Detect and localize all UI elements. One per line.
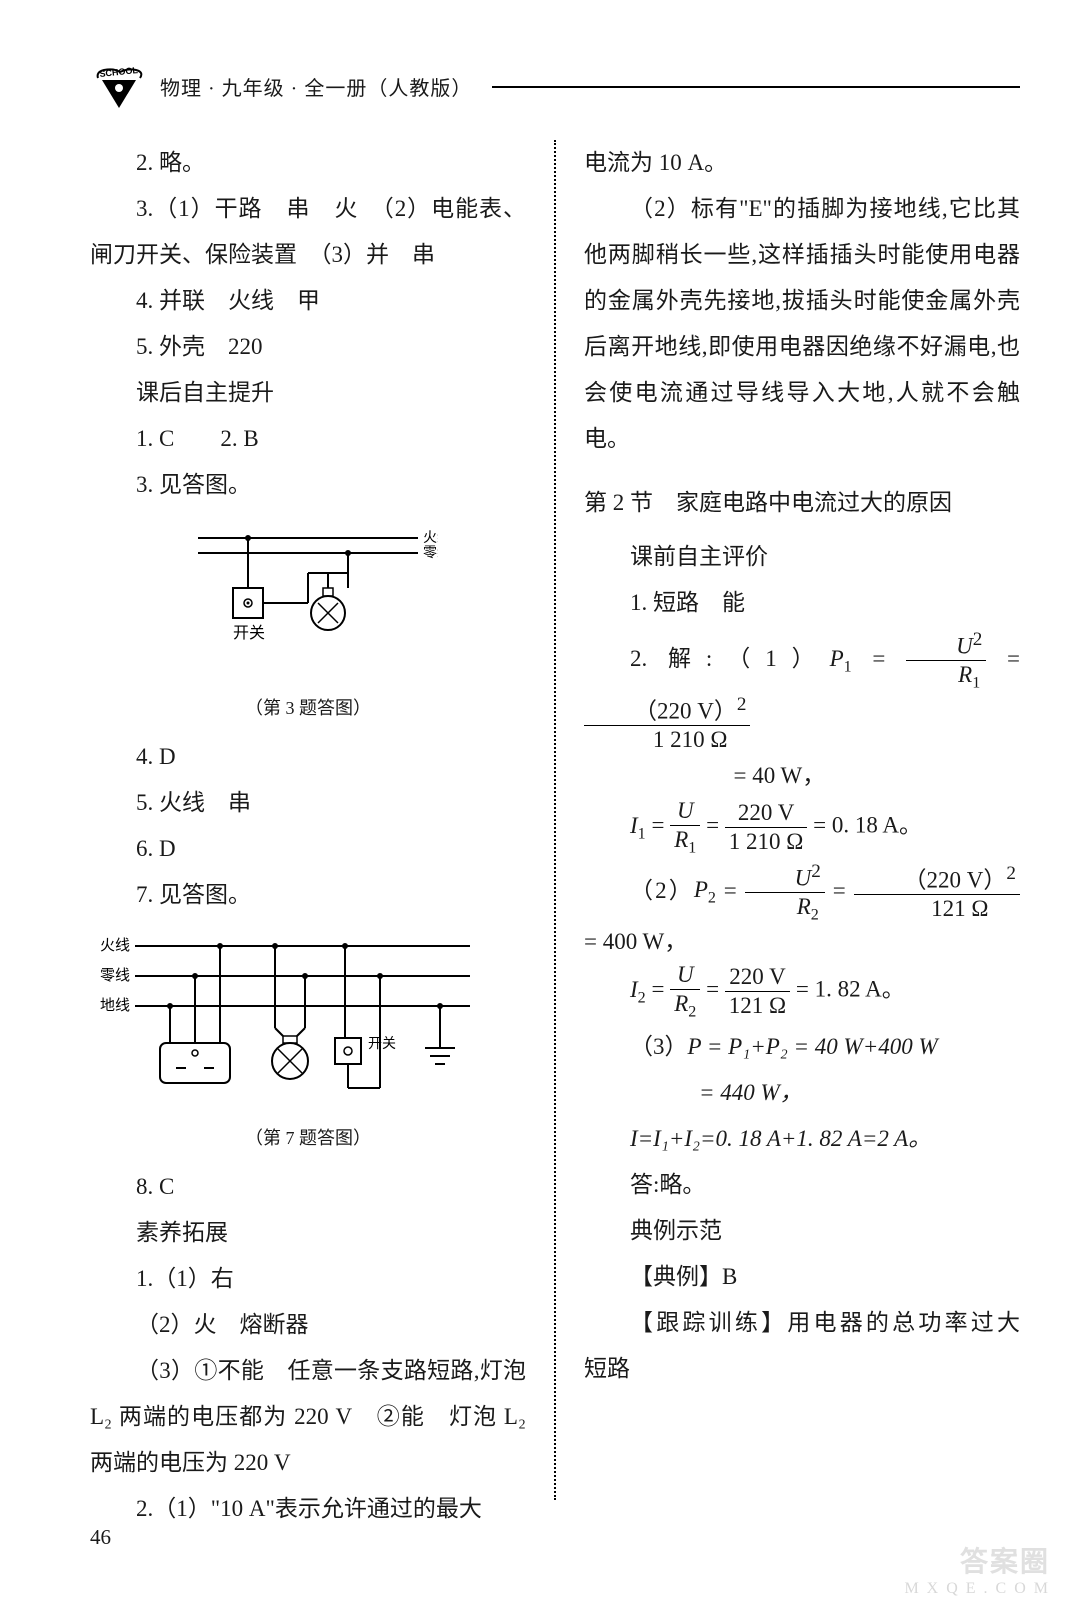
- right-continuation: 电流为 10 A。: [584, 140, 1020, 186]
- eq-i1: I1 = UR1 = 220 V1 210 Ω = 0. 18 A。: [584, 797, 1020, 858]
- figure-3-caption: （第 3 题答图）: [90, 690, 526, 726]
- left-column: 2. 略。 3.（1）干路 串 火 （2）电能表、闸刀开关、保险装置 （3）并 …: [90, 140, 554, 1500]
- header-rule: [492, 86, 1020, 88]
- watermark-url: M X Q E . C O M: [904, 1580, 1050, 1598]
- school-logo-icon: SCHOOL: [90, 60, 148, 112]
- header-title: 物理 · 九年级 · 全一册（人教版）: [160, 72, 472, 101]
- page: SCHOOL 物理 · 九年级 · 全一册（人教版） 2. 略。 3.（1）干路…: [0, 0, 1090, 1600]
- fig7-switch-label: 开关: [368, 1036, 396, 1052]
- figure-7-caption: （第 7 题答图）: [90, 1120, 526, 1156]
- ans-r2: （2）标有"E"的插脚为接地线,它比其他两脚稍长一些,这样插插头时能使用电器的金…: [584, 186, 1020, 462]
- watermark-text: 答案圈: [960, 1540, 1050, 1580]
- right-column: 电流为 10 A。 （2）标有"E"的插脚为接地线,它比其他两脚稍长一些,这样插…: [556, 140, 1020, 1500]
- ans-5: 5. 外壳 220: [90, 324, 526, 370]
- ans-a5: 5. 火线 串: [90, 780, 526, 826]
- ans-a7: 7. 见答图。: [90, 872, 526, 918]
- ans-a3: 3. 见答图。: [90, 462, 526, 508]
- svg-text:SCHOOL: SCHOOL: [99, 65, 139, 79]
- ans-b2: 2.（1）"10 A"表示允许通过的最大: [90, 1486, 526, 1532]
- eq-p2: （2）P2 = U2R2 = （220 V）2121 Ω = 400 W，: [584, 860, 1020, 960]
- fig7-ground-label: 地线: [100, 997, 130, 1014]
- fig7-neutral-label: 零线: [100, 967, 130, 984]
- section-after-class: 课后自主提升: [90, 370, 526, 416]
- ans-b1-1: 1.（1）右: [90, 1256, 526, 1302]
- section-literacy: 素养拓展: [90, 1210, 526, 1256]
- figure-3: 火线 零线 开关: [90, 518, 526, 684]
- ans-3: 3.（1）干路 串 火 （2）电能表、闸刀开关、保险装置 （3）并 串: [90, 186, 526, 278]
- ans-2: 2. 略。: [90, 140, 526, 186]
- ans-c1: 1. 短路 能: [584, 580, 1020, 626]
- eq-p-total: （3）P = P₁+P₂ = 40 W+400 W: [584, 1024, 1020, 1070]
- ans-a4: 4. D: [90, 734, 526, 780]
- fig3-switch-label: 开关: [233, 624, 265, 642]
- eq-p-total-res: = 440 W，: [584, 1070, 1020, 1116]
- eq-p1-res: = 40 W，: [584, 756, 1020, 795]
- eq-p1: 2. 解:（1）P1 = U2R1 = （220 V）21 210 Ω: [584, 628, 1020, 754]
- eq-i2: I2 = UR2 = 220 V121 Ω = 1. 82 A。: [584, 961, 1020, 1022]
- ans-a1: 1. C 2. B: [90, 416, 526, 462]
- section-preclass: 课前自主评价: [584, 534, 1020, 580]
- fig3-fire-label: 火线: [423, 530, 438, 546]
- fig7-fire-label: 火线: [100, 937, 130, 954]
- ans-4: 4. 并联 火线 甲: [90, 278, 526, 324]
- eq-i-total: I=I₁+I₂=0. 18 A+1. 82 A=2 A。: [584, 1116, 1020, 1162]
- example-ans: 【典例】B: [584, 1254, 1020, 1300]
- ans-a6: 6. D: [90, 826, 526, 872]
- ans-b1-2: （2）火 熔断器: [90, 1302, 526, 1348]
- figure-7: 火线 零线 地线: [90, 928, 526, 1114]
- fig3-neutral-label: 零线: [423, 545, 438, 561]
- page-number: 46: [90, 1525, 111, 1550]
- section-2-title: 第 2 节 家庭电路中电流过大的原因: [584, 480, 1020, 526]
- tracking-ans: 【跟踪训练】用电器的总功率过大 短路: [584, 1300, 1020, 1392]
- ans-b1-3: （3）①不能 任意一条支路短路,灯泡 L₂ 两端的电压都为 220 V ②能 灯…: [90, 1348, 526, 1486]
- ans-summary: 答:略。: [584, 1162, 1020, 1208]
- section-example: 典例示范: [584, 1208, 1020, 1254]
- ans-a8: 8. C: [90, 1164, 526, 1210]
- page-header: SCHOOL 物理 · 九年级 · 全一册（人教版）: [90, 60, 1020, 112]
- content-columns: 2. 略。 3.（1）干路 串 火 （2）电能表、闸刀开关、保险装置 （3）并 …: [90, 140, 1020, 1500]
